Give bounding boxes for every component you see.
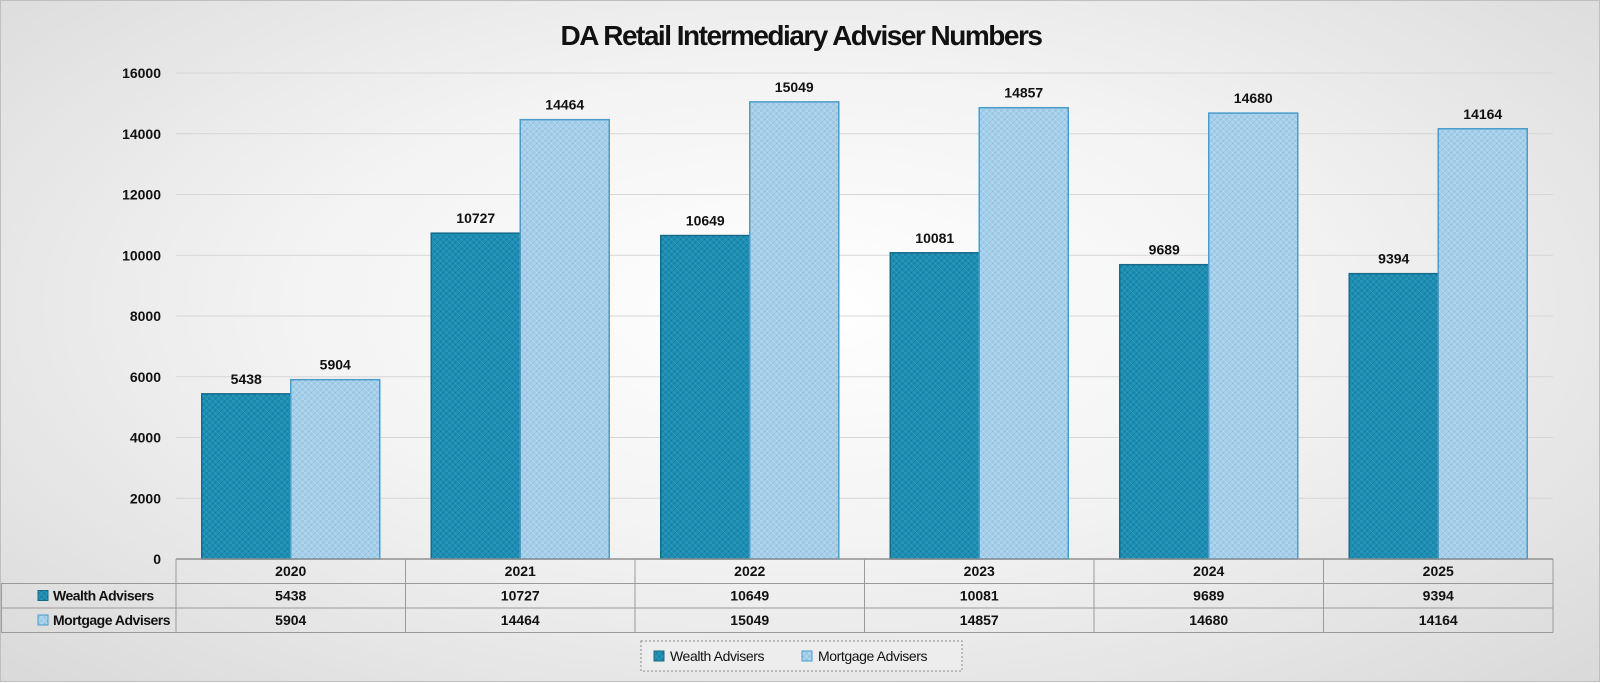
table-cell: 14857 bbox=[960, 612, 999, 628]
x-tick-label: 2025 bbox=[1423, 563, 1454, 579]
x-tick-label: 2021 bbox=[505, 563, 536, 579]
table-cell: 10649 bbox=[730, 588, 769, 604]
table-cell: 14680 bbox=[1189, 612, 1228, 628]
x-tick-label: 2023 bbox=[964, 563, 995, 579]
table-row-label: Mortgage Advisers bbox=[53, 612, 171, 628]
data-label: 10649 bbox=[686, 213, 725, 229]
table-cell: 14464 bbox=[501, 612, 540, 628]
legend-label: Mortgage Advisers bbox=[818, 648, 928, 664]
table-cell: 15049 bbox=[730, 612, 769, 628]
bar-mortgage-advisers bbox=[749, 101, 840, 560]
data-label: 14164 bbox=[1463, 106, 1502, 122]
data-label: 10727 bbox=[456, 210, 495, 226]
legend-box bbox=[640, 640, 963, 672]
y-tick-label: 0 bbox=[153, 551, 161, 567]
legend-label: Wealth Advisers bbox=[670, 648, 765, 664]
y-tick-label: 14000 bbox=[122, 126, 161, 142]
legend-key-mortgage bbox=[37, 614, 49, 626]
data-label: 5904 bbox=[320, 357, 351, 373]
data-label: 5438 bbox=[231, 371, 262, 387]
y-tick-label: 10000 bbox=[122, 247, 161, 263]
y-tick-label: 2000 bbox=[130, 490, 161, 506]
chart-title: DA Retail Intermediary Adviser Numbers bbox=[561, 20, 1043, 51]
data-label: 14680 bbox=[1234, 90, 1273, 106]
x-tick-label: 2024 bbox=[1193, 563, 1224, 579]
x-tick-label: 2022 bbox=[734, 563, 765, 579]
bar-mortgage-advisers bbox=[290, 378, 381, 560]
table-cell: 9689 bbox=[1193, 588, 1224, 604]
table-cell: 14164 bbox=[1419, 612, 1458, 628]
data-label: 9689 bbox=[1149, 242, 1180, 258]
legend-swatch-mortgage bbox=[801, 650, 813, 662]
table-cell: 10081 bbox=[960, 588, 999, 604]
y-tick-label: 6000 bbox=[130, 369, 161, 385]
bar-mortgage-advisers bbox=[1208, 112, 1299, 560]
table-cell: 5438 bbox=[275, 588, 306, 604]
legend-swatch-wealth bbox=[653, 650, 665, 662]
bar-wealth-advisers bbox=[1348, 272, 1439, 560]
bar-wealth-advisers bbox=[889, 252, 980, 560]
y-tick-label: 12000 bbox=[122, 187, 161, 203]
table-cell: 5904 bbox=[275, 612, 306, 628]
bar-mortgage-advisers bbox=[1437, 128, 1528, 560]
x-tick-label: 2020 bbox=[275, 563, 306, 579]
data-label: 14464 bbox=[545, 97, 584, 113]
data-label: 9394 bbox=[1378, 251, 1409, 267]
data-label: 10081 bbox=[915, 230, 954, 246]
bar-wealth-advisers bbox=[430, 232, 521, 560]
bar-wealth-advisers bbox=[201, 393, 292, 560]
bar-mortgage-advisers bbox=[978, 106, 1069, 560]
y-tick-label: 16000 bbox=[122, 65, 161, 81]
bar-wealth-advisers bbox=[1119, 263, 1210, 560]
data-label: 14857 bbox=[1004, 85, 1043, 101]
data-label: 15049 bbox=[775, 79, 814, 95]
y-tick-label: 8000 bbox=[130, 308, 161, 324]
table-cell: 9394 bbox=[1423, 588, 1454, 604]
bar-wealth-advisers bbox=[660, 234, 751, 560]
legend-key-wealth bbox=[37, 590, 49, 601]
table-cell: 10727 bbox=[501, 588, 540, 604]
bar-mortgage-advisers bbox=[519, 118, 610, 560]
y-tick-label: 4000 bbox=[130, 430, 161, 446]
table-row-label: Wealth Advisers bbox=[53, 588, 154, 604]
